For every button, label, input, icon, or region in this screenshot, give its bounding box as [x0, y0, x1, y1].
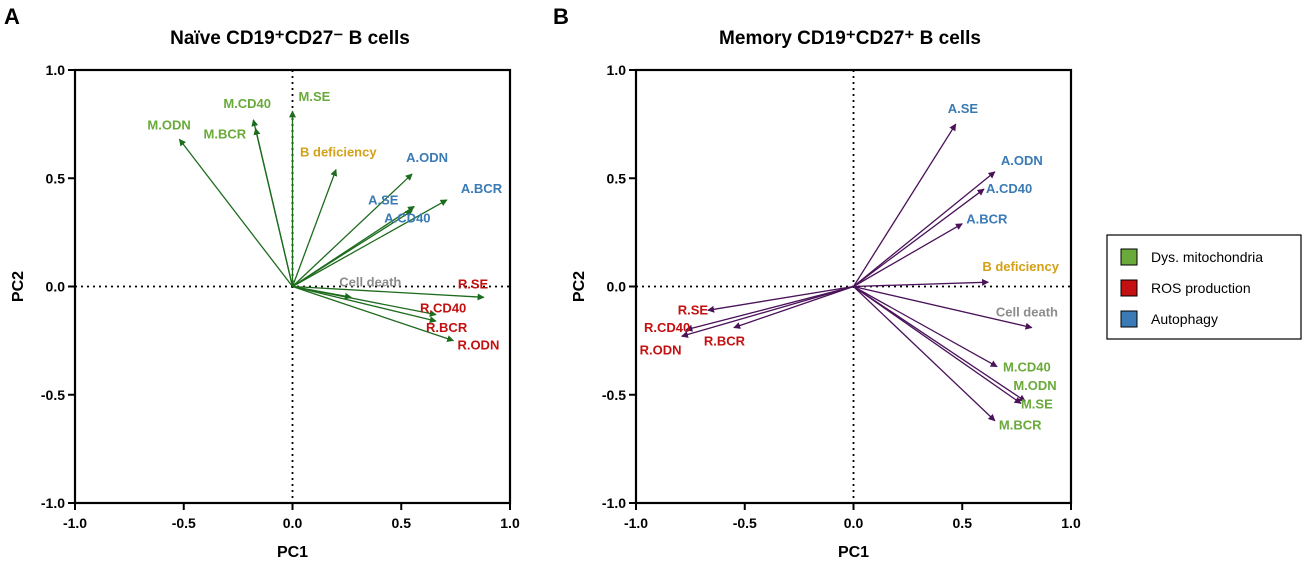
panel-b-xtick-label: 0.0: [844, 515, 864, 531]
legend-swatch-mito: [1120, 248, 1138, 266]
panel-b-vector-b-deficiency: [853, 278, 990, 288]
panel-a-ytick-label: -0.5: [41, 387, 65, 403]
chart-panel-a: A Naïve CD19⁺CD27⁻ B cells -1.0 -0.5 0.0 0.…: [4, 4, 520, 561]
legend-box: [1106, 234, 1302, 340]
panel-a-ytick-label: 0.0: [46, 279, 66, 295]
panel-b-ytick-label: 0.0: [607, 279, 627, 295]
panel-a-vector-r-se: [292, 285, 485, 301]
panel-b-vector-label-m-bcr: M.BCR: [999, 418, 1042, 433]
panel-a-vector-label-a-odn: A.ODN: [406, 150, 448, 165]
panel-a-vector-label-m-cd40: M.CD40: [223, 96, 271, 111]
panel-a-ytick-label: 0.5: [46, 170, 66, 186]
panel-b-vector-label-a-cd40: A.CD40: [986, 181, 1032, 196]
panel-b-vector-label-a-odn: A.ODN: [1001, 153, 1043, 168]
panel-a-vector-label-r-cd40: R.CD40: [420, 301, 466, 316]
panel-b-vector-label-a-se: A.SE: [948, 101, 979, 116]
panel-b-y-axis-title: PC2: [571, 271, 588, 302]
chart-panel-b: B Memory CD19⁺CD27⁺ B cells -1.0 -0.5 0.0 0…: [553, 4, 1081, 561]
panel-a-letter: A: [4, 4, 20, 29]
panel-a-vector-b-deficiency: [291, 168, 338, 287]
panel-b-ytick-label: 1.0: [607, 62, 627, 78]
legend-swatch-ros: [1120, 279, 1138, 297]
panel-b-ytick-label: 0.5: [607, 170, 627, 186]
legend: Dys. mitochondria ROS production Autopha…: [1106, 234, 1302, 340]
legend-swatch-autophagy: [1120, 310, 1138, 328]
panel-a-vector-r-bcr: [292, 285, 437, 324]
panel-a-vector-label-m-odn: M.ODN: [147, 117, 190, 132]
panel-a-ytick-label: 1.0: [46, 62, 66, 78]
panel-a-y-axis-title: PC2: [10, 271, 27, 302]
panel-a-vector-label-m-bcr: M.BCR: [204, 126, 247, 141]
panel-b-vector-r-se: [707, 285, 854, 313]
panel-b-vector-m-se: [853, 285, 1022, 404]
panel-a-vector-r-odn: [292, 285, 455, 342]
panel-b-title: Memory CD19⁺CD27⁺ B cells: [719, 28, 981, 49]
panel-b-vector-label-b-deficiency: B deficiency: [982, 259, 1059, 274]
panel-a-vector-label-a-bcr: A.BCR: [461, 181, 503, 196]
panel-a-x-axis-title: PC1: [277, 544, 308, 561]
panel-a-vector-label-a-cd40: A.CD40: [384, 210, 430, 225]
panel-a-vector-label-b-deficiency: B deficiency: [300, 145, 377, 160]
panel-b-xtick-label: 0.5: [953, 515, 973, 531]
panel-b-vector-label-r-se: R.SE: [678, 302, 709, 317]
panel-b-vector-r-bcr: [733, 285, 854, 329]
panel-a-ytick-label: -1.0: [41, 495, 65, 511]
panel-b-letter: B: [553, 4, 569, 29]
panel-b-ytick-label: -0.5: [602, 387, 626, 403]
panel-a-vector-m-odn: [178, 138, 294, 287]
panel-a-xtick-label: 0.5: [392, 515, 412, 531]
panel-b-vector-label-cell-death: Cell death: [996, 305, 1058, 320]
panel-b-vector-a-odn: [853, 171, 996, 288]
panel-b-vector-m-cd40: [853, 285, 998, 368]
panel-a-xtick-label: -1.0: [63, 515, 87, 531]
panel-a-xtick-label: 0.0: [283, 515, 303, 531]
panel-a-plot-area: -1.0 -0.5 0.0 0.5 1.0 -1.0 -0.5 0.0 0.5 1.0 PC1 PC2…: [10, 62, 520, 561]
panel-a-vector-a-bcr: [292, 199, 448, 288]
panel-b-vector-a-cd40: [853, 188, 985, 288]
panel-b-vector-label-r-bcr: R.BCR: [704, 334, 746, 349]
panel-b-vector-a-bcr: [853, 223, 963, 288]
legend-label-autophagy: Autophagy: [1151, 311, 1218, 327]
panel-b-xtick-label: -1.0: [624, 515, 648, 531]
panel-b-xtick-label: -0.5: [733, 515, 757, 531]
legend-label-mito: Dys. mitochondria: [1151, 249, 1263, 265]
panel-a-xtick-label: -0.5: [172, 515, 196, 531]
panel-b-vector-m-odn: [853, 285, 1026, 402]
panel-b-xtick-label: 1.0: [1061, 515, 1081, 531]
panel-b-ytick-label: -1.0: [602, 495, 626, 511]
panel-a-vector-a-odn: [292, 173, 413, 287]
panel-b-plot-area: -1.0 -0.5 0.0 0.5 1.0 -1.0 -0.5 0.0 0.5 1.0 PC1 PC2…: [571, 62, 1081, 561]
panel-b-vector-cell-death: [853, 285, 1033, 330]
panel-a-vector-label-m-se: M.SE: [299, 89, 331, 104]
panel-b-vector-r-odn: [681, 285, 854, 338]
panel-b-vector-label-m-odn: M.ODN: [1013, 378, 1056, 393]
panel-b-vector-label-m-se: M.SE: [1021, 396, 1053, 411]
panel-a-title: Naïve CD19⁺CD27⁻ B cells: [170, 28, 410, 49]
panel-a-vector-label-r-bcr: R.BCR: [426, 320, 468, 335]
legend-label-ros: ROS production: [1151, 280, 1251, 296]
panel-b-vector-label-m-cd40: M.CD40: [1003, 360, 1051, 375]
panel-a-vector-label-r-odn: R.ODN: [457, 338, 499, 353]
panel-a-vector-label-cell-death: Cell death: [339, 274, 401, 289]
panel-b-vector-r-cd40: [685, 285, 854, 332]
panel-a-vector-r-cd40: [292, 285, 437, 317]
panel-b-vector-label-a-bcr: A.BCR: [966, 212, 1008, 227]
panel-a-vector-a-cd40: [292, 205, 415, 288]
panel-b-vector-label-r-odn: R.ODN: [640, 342, 682, 357]
panel-b-vector-m-bcr: [853, 286, 996, 422]
panel-a-vector-m-bcr: [253, 127, 294, 287]
panel-a-xtick-label: 1.0: [500, 515, 520, 531]
panel-b-vector-label-r-cd40: R.CD40: [644, 320, 690, 335]
panel-b-vector-a-se: [852, 123, 957, 287]
panel-a-vector-label-a-se: A.SE: [368, 193, 399, 208]
panel-b-x-axis-title: PC1: [838, 544, 869, 561]
panel-a-vector-label-r-se: R.SE: [458, 276, 489, 291]
